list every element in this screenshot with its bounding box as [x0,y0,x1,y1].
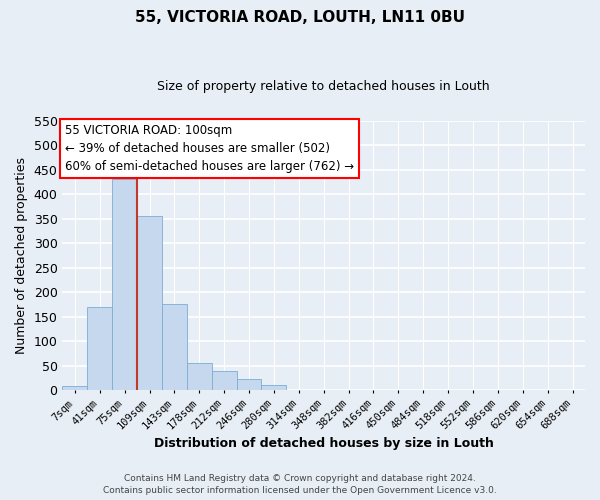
Bar [212,370,236,390]
Bar [236,380,262,390]
Bar [162,304,187,390]
Text: 55 VICTORIA ROAD: 100sqm
← 39% of detached houses are smaller (502)
60% of semi-: 55 VICTORIA ROAD: 100sqm ← 39% of detach… [65,124,354,173]
Y-axis label: Number of detached properties: Number of detached properties [15,157,28,354]
X-axis label: Distribution of detached houses by size in Louth: Distribution of detached houses by size … [154,437,494,450]
Bar [137,216,162,390]
Bar [88,307,112,390]
Title: Size of property relative to detached houses in Louth: Size of property relative to detached ho… [157,80,490,93]
Bar [262,386,286,390]
Bar [62,386,88,390]
Text: 55, VICTORIA ROAD, LOUTH, LN11 0BU: 55, VICTORIA ROAD, LOUTH, LN11 0BU [135,10,465,25]
Bar [112,180,137,390]
Text: Contains HM Land Registry data © Crown copyright and database right 2024.
Contai: Contains HM Land Registry data © Crown c… [103,474,497,495]
Bar [187,364,212,390]
